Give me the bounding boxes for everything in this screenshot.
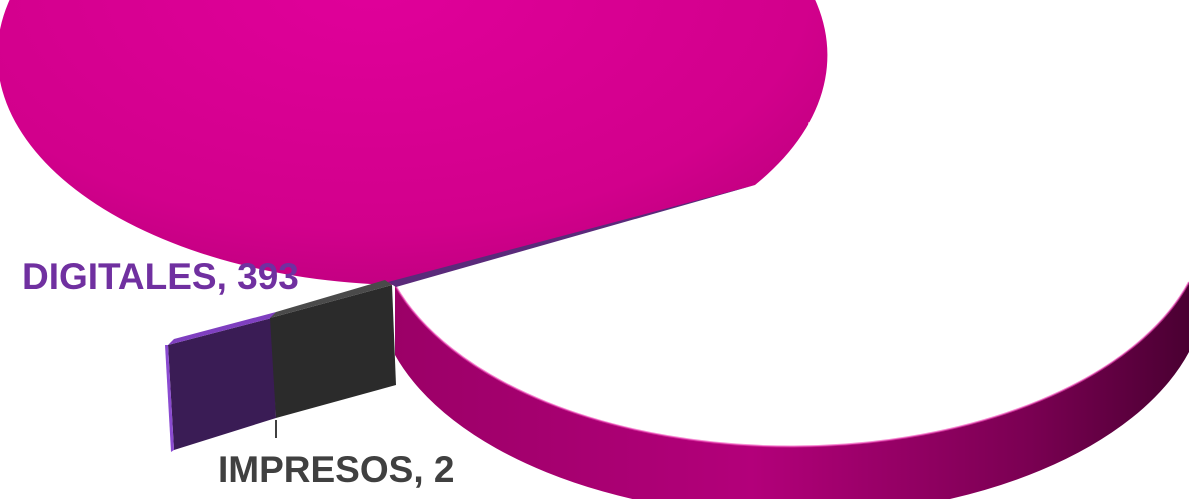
slice-impresos [270,280,396,418]
slice-electronicos-rim [394,281,1189,448]
label-electronicos-line2: 84,314 [901,160,1015,201]
label-electronicos-line1: ELECTRÓNICOS, [806,114,1110,156]
slice-digitales [165,312,276,452]
slice-sliver-top [388,185,755,287]
slice-digitales-top [168,312,276,345]
label-impresos: IMPRESOS, 2 [218,449,454,490]
label-digitales: DIGITALES, 393 [22,256,299,297]
slice-impresos-top [270,280,392,318]
slice-electronicos-top [0,0,828,285]
slice-electronicos-side [395,282,1189,499]
slice-digitales-front [168,318,276,450]
slice-impresos-front [270,285,396,418]
slice-digitales-edge [165,345,174,452]
